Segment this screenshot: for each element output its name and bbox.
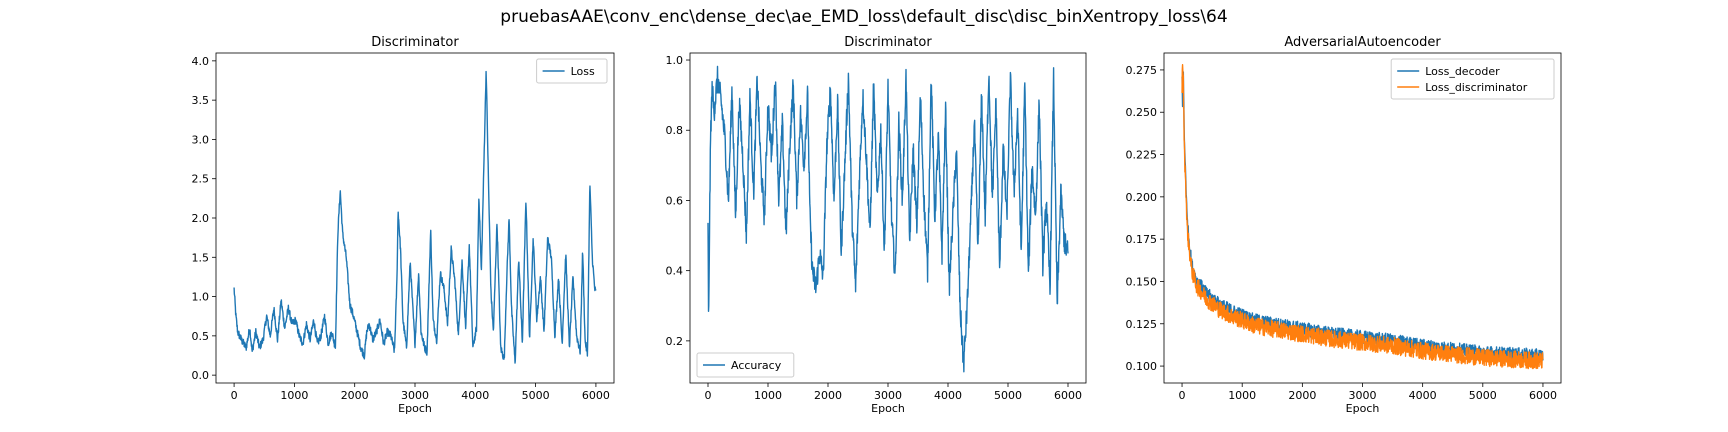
subplot-title: Discriminator [371, 35, 459, 50]
y-tick-label: 3.5 [192, 94, 210, 107]
x-tick-label: 2000 [1288, 389, 1316, 402]
legend-label: Loss_decoder [1425, 65, 1500, 78]
subplot-title: Discriminator [844, 35, 932, 50]
x-tick-label: 4000 [461, 389, 489, 402]
x-tick-label: 3000 [874, 389, 902, 402]
y-tick-label: 0.125 [1126, 318, 1158, 331]
x-tick-label: 0 [231, 389, 238, 402]
x-tick-label: 6000 [582, 389, 610, 402]
y-tick-label: 2.5 [192, 173, 210, 186]
legend: Accuracy [696, 352, 795, 378]
y-tick-label: 3.0 [192, 133, 210, 146]
legend: Loss [536, 58, 608, 84]
x-tick-label: 3000 [401, 389, 429, 402]
y-tick-label: 0.175 [1126, 233, 1158, 246]
legend-box [696, 352, 795, 378]
x-tick-label: 1000 [754, 389, 782, 402]
x-tick-label: 1000 [1228, 389, 1256, 402]
x-tick-label: 0 [1179, 389, 1186, 402]
x-tick-label: 5000 [994, 389, 1022, 402]
subplot-discriminator-accuracy: Discriminator Epoch 0 1000 2000 3000 4000 500… [666, 35, 1087, 415]
x-tick-label: 4000 [934, 389, 962, 402]
series-line-loss [233, 70, 597, 364]
y-tick-label: 0.6 [666, 194, 684, 207]
y-tick-label: 0.0 [192, 369, 210, 382]
series-line-accuracy [707, 65, 1069, 373]
y-tick-label: 2.0 [192, 212, 210, 225]
x-axis-label: Epoch [871, 402, 905, 415]
x-tick-label: 2000 [814, 389, 842, 402]
x-axis-label: Epoch [1346, 402, 1380, 415]
y-tick-label: 1.0 [192, 291, 210, 304]
figure-suptitle: pruebasAAE\conv_enc\dense_dec\ae_EMD_los… [500, 7, 1227, 27]
legend-label: Loss [571, 65, 595, 78]
y-tick-label: 0.200 [1126, 191, 1158, 204]
legend-box [1390, 58, 1555, 100]
y-tick-label: 0.150 [1126, 275, 1158, 288]
x-tick-label: 6000 [1054, 389, 1082, 402]
x-tick-label: 2000 [341, 389, 369, 402]
x-tick-label: 3000 [1349, 389, 1377, 402]
y-tick-label: 0.275 [1126, 64, 1158, 77]
y-tick-label: 4.0 [192, 55, 210, 68]
x-tick-label: 0 [705, 389, 712, 402]
series-line-loss-discriminator [1181, 64, 1544, 370]
x-axis-label: Epoch [398, 402, 432, 415]
y-tick-label: 1.0 [666, 54, 684, 67]
legend-label: Accuracy [731, 359, 782, 372]
subplot-adversarial-autoencoder: AdversarialAutoencoder Epoch 0 1000 2000 30… [1126, 35, 1562, 415]
y-tick-label: 0.5 [192, 330, 210, 343]
x-tick-label: 5000 [522, 389, 550, 402]
x-tick-label: 4000 [1409, 389, 1437, 402]
y-tick-label: 0.250 [1126, 106, 1158, 119]
y-tick-label: 1.5 [192, 251, 210, 264]
y-tick-label: 0.4 [666, 265, 684, 278]
legend-label: Loss_discriminator [1425, 81, 1528, 94]
y-tick-label: 0.100 [1126, 360, 1158, 373]
subplot-title: AdversarialAutoencoder [1284, 35, 1441, 50]
y-tick-label: 0.8 [666, 124, 684, 137]
x-tick-label: 5000 [1469, 389, 1497, 402]
subplot-discriminator-loss: Discriminator Epoch 0 1000 2000 3000 4000 500… [192, 35, 615, 415]
legend: Loss_decoder Loss_discriminator [1390, 58, 1555, 100]
x-tick-label: 1000 [280, 389, 308, 402]
y-tick-label: 0.2 [666, 335, 684, 348]
y-tick-label: 0.225 [1126, 149, 1158, 162]
x-tick-label: 6000 [1529, 389, 1557, 402]
legend-box [536, 58, 608, 84]
